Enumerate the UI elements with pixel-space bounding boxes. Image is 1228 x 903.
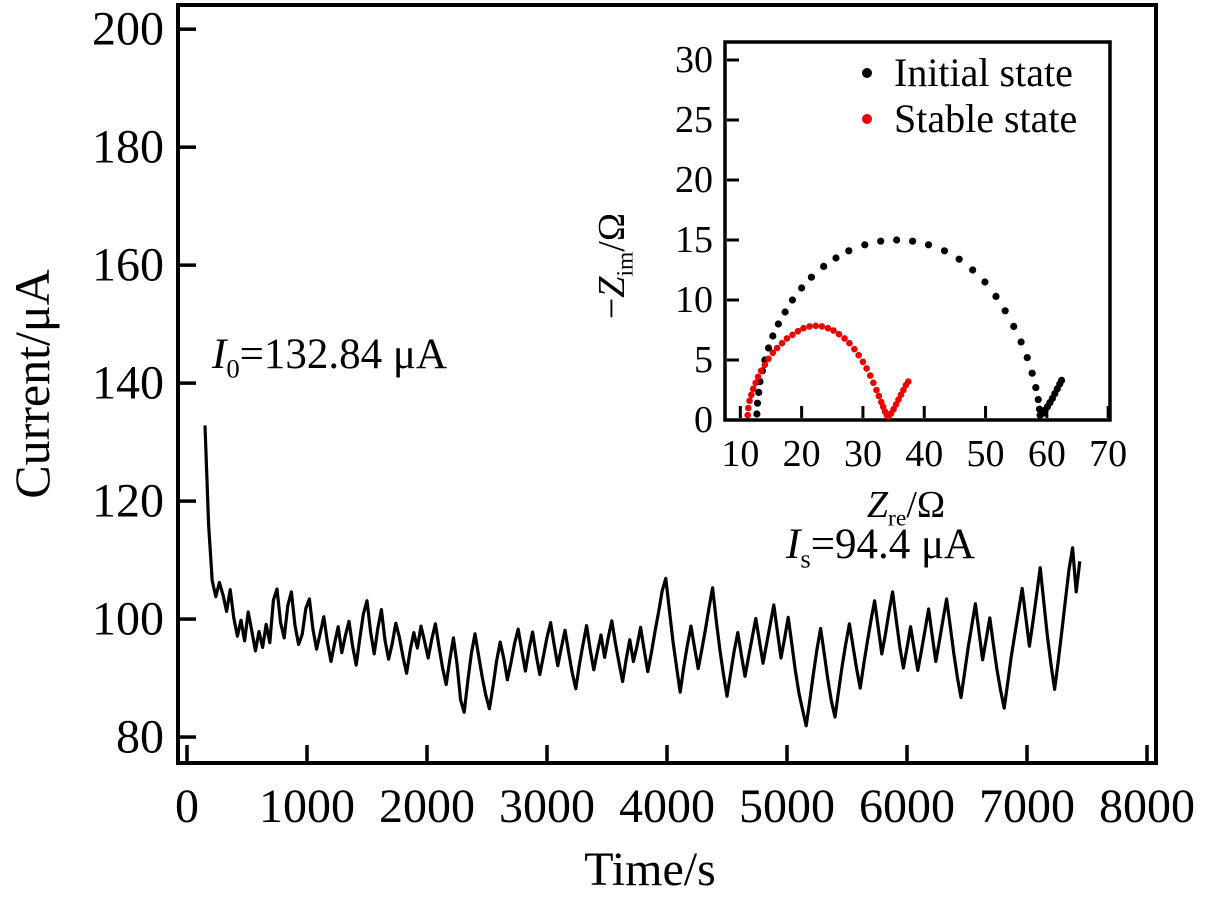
svg-text:20: 20 <box>783 433 821 475</box>
svg-text:3000: 3000 <box>499 780 595 833</box>
legend-item-stable-state: Stable state <box>838 96 1077 142</box>
annotation-stable-current: Is=94.4 μA <box>786 521 976 572</box>
inset-x-var: Z <box>866 484 889 526</box>
main-y-axis-title: Current/μA <box>4 269 60 499</box>
svg-text:2000: 2000 <box>379 780 475 833</box>
main-x-axis-title: Time/s <box>584 846 716 894</box>
svg-text:5000: 5000 <box>739 780 835 833</box>
svg-text:15: 15 <box>675 219 713 261</box>
svg-text:160: 160 <box>92 239 164 292</box>
svg-text:80: 80 <box>116 711 164 764</box>
inset-x-unit: /Ω <box>906 484 946 526</box>
svg-text:0: 0 <box>175 780 199 833</box>
inset-y-unit: /Ω <box>591 212 633 252</box>
svg-text:7000: 7000 <box>979 780 1075 833</box>
main-y-axis-title-text: Current/μA <box>4 269 60 499</box>
inset-y-var: Z <box>591 276 633 298</box>
legend-label-stable-state: Stable state <box>894 96 1078 141</box>
main-x-axis-title-text: Time/s <box>584 843 716 896</box>
svg-text:40: 40 <box>905 433 943 475</box>
legend-label-initial-state: Initial state <box>894 50 1073 95</box>
svg-text:70: 70 <box>1089 433 1127 475</box>
inset-y-axis-title: −Zim/Ω <box>591 212 639 320</box>
svg-text:10: 10 <box>675 279 713 321</box>
legend-marker-initial-state <box>862 68 872 78</box>
inset-legend: Initial state Stable state <box>838 50 1077 142</box>
svg-text:20: 20 <box>675 159 713 201</box>
annotation-initial-current: I0=132.84 μA <box>212 331 448 382</box>
svg-text:1000: 1000 <box>259 780 355 833</box>
svg-text:120: 120 <box>92 475 164 528</box>
svg-text:0: 0 <box>694 399 713 441</box>
svg-text:30: 30 <box>844 433 882 475</box>
annotation-i0-sub: 0 <box>226 353 240 384</box>
annotation-i0-var: I <box>212 331 227 378</box>
svg-text:200: 200 <box>92 3 164 56</box>
svg-text:50: 50 <box>967 433 1005 475</box>
svg-text:25: 25 <box>675 99 713 141</box>
svg-text:4000: 4000 <box>619 780 715 833</box>
svg-text:60: 60 <box>1028 433 1066 475</box>
inset-y-minus-sign: − <box>591 297 633 320</box>
svg-text:180: 180 <box>92 121 164 174</box>
inset-x-sub: re <box>888 505 907 532</box>
svg-text:30: 30 <box>675 39 713 81</box>
annotation-is-sub: s <box>800 543 811 574</box>
annotation-i0-value: =132.84 μA <box>239 331 448 378</box>
annotation-is-var: I <box>786 521 801 568</box>
inset-y-sub: im <box>612 251 639 277</box>
annotation-is-value: =94.4 μA <box>810 521 976 568</box>
svg-text:6000: 6000 <box>859 780 955 833</box>
svg-text:8000: 8000 <box>1099 780 1195 833</box>
svg-text:100: 100 <box>92 593 164 646</box>
legend-item-initial-state: Initial state <box>838 50 1077 96</box>
legend-marker-stable-state <box>862 114 872 124</box>
svg-text:10: 10 <box>721 433 759 475</box>
inset-x-axis-title: Zre/Ω <box>866 484 946 530</box>
svg-text:140: 140 <box>92 357 164 410</box>
svg-text:5: 5 <box>694 339 713 381</box>
